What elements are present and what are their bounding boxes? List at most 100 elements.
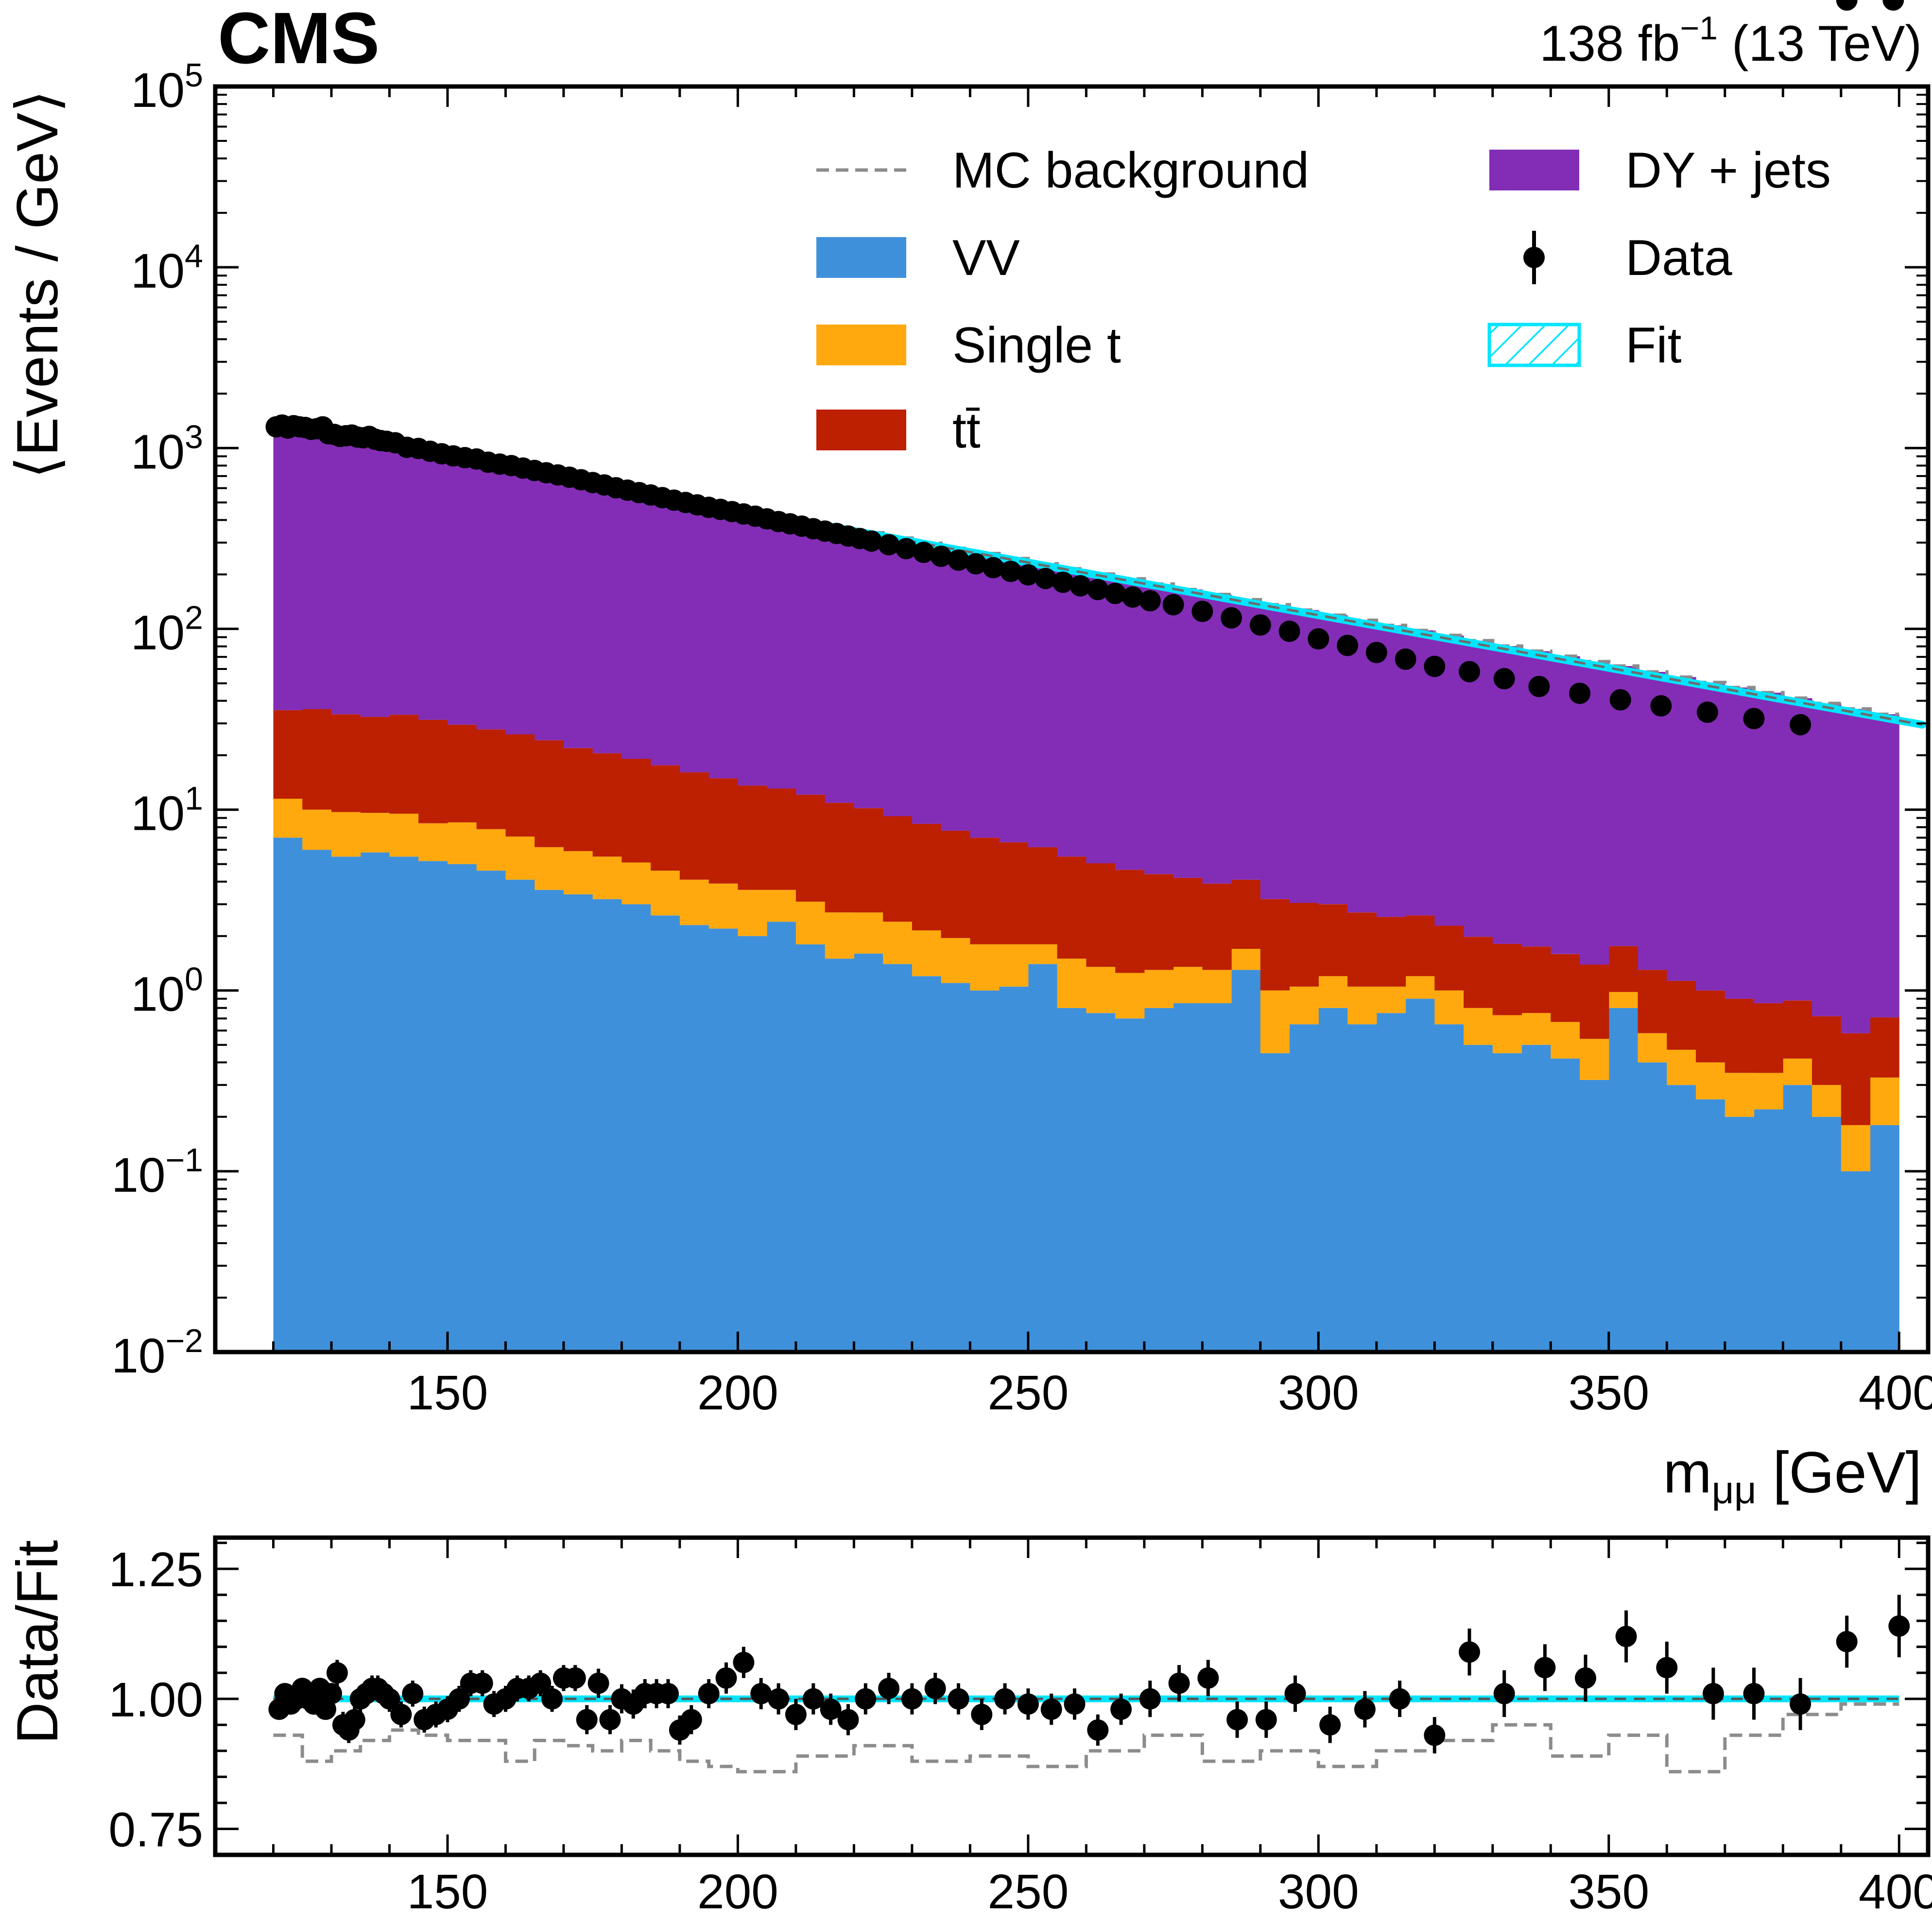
ratio-point (1389, 1688, 1411, 1710)
bar-tt (505, 734, 535, 837)
bar-dy-jets (970, 553, 1000, 838)
bar-single-t (1464, 1008, 1493, 1045)
bar-tt (563, 748, 593, 851)
data-point (1743, 708, 1765, 730)
ratio-point (448, 1688, 470, 1710)
bar-tt (1086, 863, 1116, 967)
ratio-mc-step (273, 1702, 1899, 1774)
legend-label: VV (952, 230, 1020, 286)
ratio-x-ticks: 150 200 250 300 350 400 (214, 1538, 1932, 1919)
bar-tt (1841, 1033, 1871, 1125)
ratio-point (1424, 1724, 1446, 1746)
bar-dy-jets (912, 543, 942, 824)
bar-single-t (1405, 976, 1435, 999)
data-point (1696, 702, 1718, 723)
bar-dy-jets (1667, 677, 1696, 981)
bar-vv (1492, 1053, 1522, 1352)
bar-single-t (448, 822, 477, 864)
data-point (1162, 594, 1184, 616)
bar-dy-jets (1812, 703, 1842, 1016)
data-point (1087, 579, 1109, 600)
ratio-point (698, 1683, 720, 1705)
legend-label: Fit (1625, 317, 1682, 374)
ratio-point (733, 1651, 755, 1673)
ratio-point (344, 1709, 365, 1731)
data-point (861, 530, 882, 552)
data-point (1609, 689, 1631, 711)
bar-single-t (1638, 1033, 1667, 1062)
bar-dy-jets (1289, 610, 1319, 903)
ratio-point (576, 1709, 598, 1731)
y-tick-label: 105 (131, 57, 203, 118)
bar-tt (621, 759, 651, 863)
legend-swatch (816, 410, 906, 450)
bar-tt (825, 803, 854, 913)
bar-single-t (854, 912, 883, 954)
bar-dy-jets (825, 528, 854, 803)
x-tick-label: 400 (1859, 1366, 1932, 1420)
bar-dy-jets (999, 558, 1029, 842)
bar-vv (1608, 1008, 1639, 1352)
bar-vv (1754, 1109, 1783, 1352)
ratio-plot-frame (213, 1535, 1931, 1857)
bar-tt (1870, 1017, 1899, 1078)
ratio-point (1790, 1693, 1811, 1715)
ratio-y-tick-label: 1.00 (108, 1673, 203, 1727)
bar-single-t (563, 851, 593, 894)
ratio-point (1615, 1626, 1637, 1647)
data-point (1836, 0, 1858, 11)
bar-dy-jets (1318, 615, 1348, 905)
ratio-point (1255, 1709, 1277, 1731)
bar-vv (738, 936, 767, 1352)
data-point (895, 538, 917, 560)
ratio-y-ticks: 0.75 1.00 1.25 (108, 1542, 1928, 1857)
bar-tt (1028, 847, 1058, 944)
bar-single-t (1521, 1013, 1551, 1045)
ratio-point (1284, 1683, 1306, 1705)
ratio-point (924, 1678, 946, 1699)
bar-dy-jets (505, 471, 535, 735)
data-points (265, 0, 1904, 736)
bar-single-t (1289, 986, 1319, 1025)
ratio-point (1110, 1698, 1132, 1720)
bar-dy-jets (1551, 656, 1580, 954)
bar-single-t (1434, 990, 1464, 1025)
data-point (913, 541, 934, 563)
bar-dy-jets (1638, 672, 1667, 970)
bar-dy-jets (1405, 630, 1435, 916)
bar-single-t (535, 847, 564, 890)
legend-item-tt: tt̄ (816, 402, 981, 459)
bar-tt (418, 720, 448, 823)
bar-tt (1725, 998, 1755, 1073)
bar-vv (1725, 1116, 1755, 1352)
bar-dy-jets (1870, 714, 1899, 1018)
bar-single-t (1260, 990, 1290, 1053)
legend-label: tt̄ (952, 402, 981, 459)
bar-tt (1231, 879, 1261, 949)
bar-dy-jets (795, 522, 826, 795)
bar-tt (476, 729, 506, 829)
bar-vv (883, 964, 913, 1352)
ratio-point (785, 1704, 807, 1725)
bar-dy-jets (1347, 620, 1377, 913)
bar-vv (1086, 1013, 1116, 1352)
bar-tt (1638, 970, 1667, 1033)
ratio-point (390, 1704, 412, 1725)
data-point (1122, 586, 1143, 608)
bar-vv (1580, 1079, 1609, 1352)
ratio-point (1064, 1693, 1086, 1715)
bar-single-t (273, 799, 303, 838)
ratio-point (1888, 1615, 1910, 1637)
data-point (1365, 642, 1387, 664)
bar-tt (999, 842, 1029, 944)
bar-vv (854, 953, 883, 1352)
bar-vv (795, 944, 826, 1352)
bar-single-t (708, 883, 738, 929)
bar-vv (302, 850, 332, 1352)
ratio-x-tick-label: 350 (1568, 1865, 1649, 1917)
bar-vv (1347, 1024, 1377, 1352)
ratio-point (1575, 1667, 1596, 1689)
ratio-point (837, 1709, 859, 1731)
bar-dy-jets (883, 538, 913, 817)
bar-vv (1057, 1008, 1087, 1352)
